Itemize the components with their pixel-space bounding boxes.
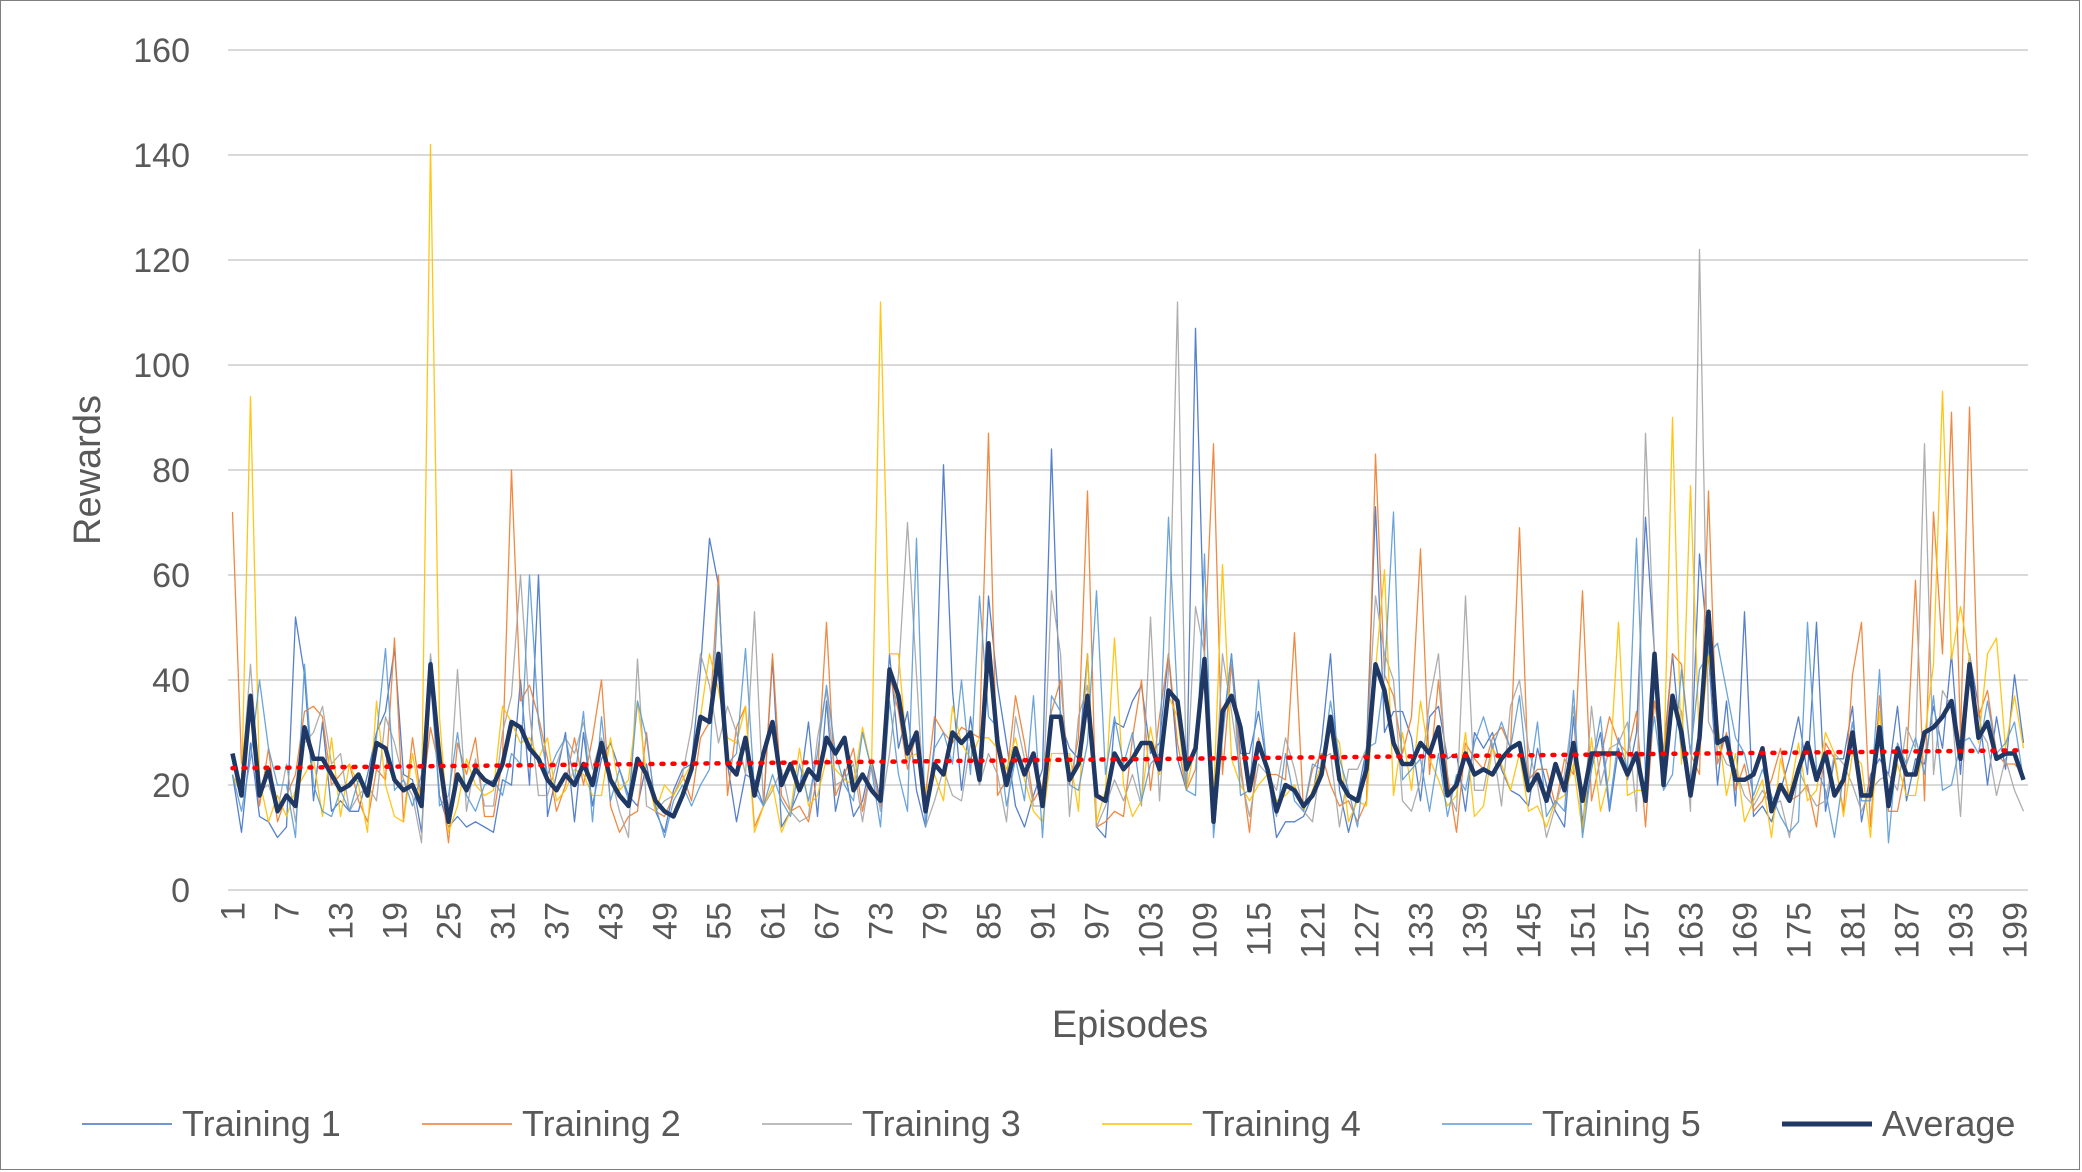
y-tick-label: 60 [152,557,190,595]
x-tick-label: 127 [1349,902,1387,959]
x-tick-label: 37 [539,902,577,940]
x-tick-label: 43 [593,902,631,940]
x-tick-label: 187 [1889,902,1927,959]
x-axis-title: Episodes [1052,1004,1208,1046]
series-lines [230,143,2026,844]
series-line-training-5 [231,511,2025,844]
series-line-average [230,609,2026,825]
y-axis-title: Rewards [67,395,109,545]
y-axis-ticks: 0 20 40 60 80 100 120 140 160 [133,32,190,910]
y-tick-label: 100 [133,347,190,385]
y-tick-label: 20 [152,767,190,805]
x-tick-label: 175 [1781,902,1819,959]
legend-label: Training 3 [862,1103,1021,1144]
x-tick-label: 163 [1673,902,1711,959]
x-tick-label: 139 [1457,902,1495,959]
x-tick-label: 169 [1727,902,1765,959]
x-axis-ticks: 1 7 13 19 25 31 37 43 49 55 61 67 73 79 85 91 97 103 109 11… [215,902,2035,959]
legend-label: Average [1882,1103,2015,1144]
x-tick-label: 157 [1619,902,1657,959]
y-tick-label: 80 [152,452,190,490]
y-tick-label: 40 [152,662,190,700]
x-tick-label: 85 [971,902,1009,940]
x-tick-label: 133 [1403,902,1441,959]
legend-label: Training 5 [1542,1103,1701,1144]
x-tick-label: 1 [215,902,253,921]
trendline [230,748,2026,771]
x-tick-label: 31 [485,902,523,940]
y-tick-label: 120 [133,242,190,280]
x-tick-label: 199 [1997,902,2035,959]
x-tick-label: 7 [269,902,307,921]
x-tick-label: 97 [1079,902,1117,940]
gridlines [228,49,2028,891]
x-tick-label: 25 [431,902,469,940]
y-tick-label: 0 [171,872,190,910]
y-tick-label: 140 [133,137,190,175]
x-tick-label: 181 [1835,902,1873,959]
x-tick-label: 73 [863,902,901,940]
series-line-training-4 [231,143,2025,839]
x-tick-label: 145 [1511,902,1549,959]
legend: Training 1 Training 2 Training 3 Training 4… [82,1103,2015,1144]
series-line-training-3 [232,248,2025,844]
x-tick-label: 91 [1025,902,1063,940]
x-tick-label: 67 [809,902,847,940]
legend-label: Training 2 [522,1103,681,1144]
x-tick-label: 115 [1241,902,1279,956]
x-tick-label: 19 [377,902,415,940]
y-tick-label: 160 [133,32,190,70]
x-tick-label: 49 [647,902,685,940]
x-tick-label: 103 [1133,902,1171,959]
x-tick-label: 151 [1565,902,1603,959]
x-tick-label: 79 [917,902,955,940]
x-tick-label: 109 [1187,902,1225,959]
x-tick-label: 13 [323,902,361,940]
x-tick-label: 193 [1943,902,1981,959]
x-tick-label: 55 [701,902,739,940]
x-tick-label: 121 [1295,902,1333,959]
legend-label: Training 4 [1202,1103,1361,1144]
legend-label: Training 1 [182,1103,341,1144]
series-line-training-2 [231,406,2024,844]
x-tick-label: 61 [755,902,793,940]
